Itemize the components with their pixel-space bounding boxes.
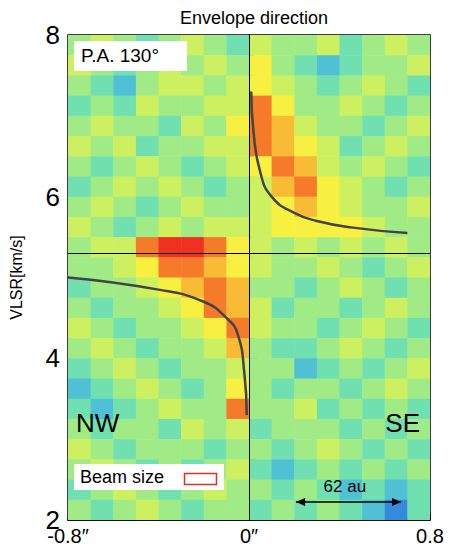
svg-text:8: 8 (46, 20, 60, 50)
svg-text:SE: SE (385, 408, 420, 438)
svg-text:Beam size: Beam size (80, 467, 164, 487)
svg-text:Envelope direction: Envelope direction (180, 8, 328, 28)
svg-text:0.8: 0.8 (416, 525, 444, 547)
svg-text:NW: NW (76, 408, 120, 438)
svg-text:4: 4 (46, 343, 60, 373)
svg-text:2: 2 (45, 505, 60, 535)
svg-text:-0.8″: -0.8″ (47, 525, 89, 547)
svg-text:VLSR[km/s]: VLSR[km/s] (8, 235, 25, 319)
svg-text:P.A. 130°: P.A. 130° (81, 45, 159, 66)
svg-text:6: 6 (46, 182, 60, 212)
svg-text:62 au: 62 au (324, 477, 367, 496)
svg-text:0″: 0″ (240, 525, 258, 547)
